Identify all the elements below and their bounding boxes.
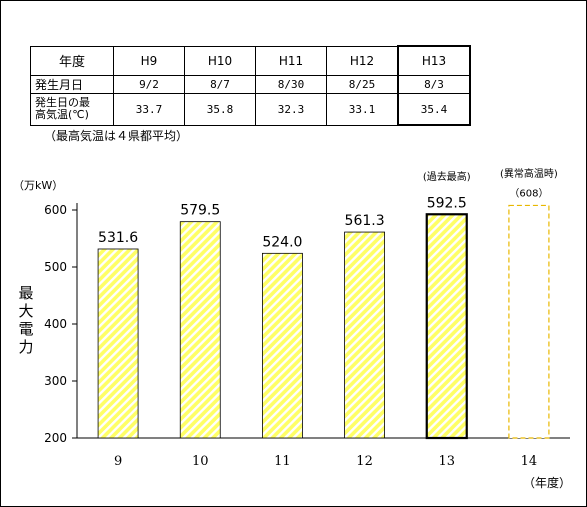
bar: [97, 248, 139, 439]
y-axis-label-char: 力: [18, 338, 33, 356]
annotation-heat: (異常高温時): [500, 167, 558, 180]
x-tick-label: 10: [192, 454, 209, 469]
annotation-record: (過去最高): [423, 170, 471, 183]
y-axis-label-char: 大: [18, 302, 33, 320]
table-row2-label: 発生日の最 高気温(℃): [30, 93, 114, 126]
x-tick-label: 12: [356, 454, 373, 469]
data-label: 531.6: [98, 230, 138, 246]
bar: [262, 252, 303, 439]
table-row2-label-line2: 高気温(℃): [35, 108, 89, 122]
y-unit-label: （万kW）: [13, 179, 63, 192]
table-cell-date-h13: 8/3: [397, 75, 471, 94]
data-table: 年度 H9 H10 H11 H12 H13 発生月日 9/2 8/7 8/30 …: [30, 45, 471, 126]
bar: [508, 204, 550, 439]
bar: [344, 231, 385, 439]
data-label: 524.0: [262, 234, 302, 250]
table-cell-temp-h13: 35.4: [397, 93, 471, 126]
y-tick-label: 400: [44, 317, 67, 331]
bar: [425, 213, 468, 440]
table-cell-temp-h12: 33.1: [326, 93, 399, 126]
y-axis-label-char: 電: [18, 320, 33, 338]
y-tick-label: 500: [44, 260, 67, 274]
data-label: 579.5: [180, 203, 220, 219]
table-col-h13: H13: [397, 45, 471, 76]
table-note: （最高気温は４県都平均）: [44, 129, 189, 143]
table-row2-label-line1: 発生日の最: [35, 96, 90, 110]
y-tick-label: 200: [44, 431, 67, 445]
table-cell-temp-h11: 32.3: [255, 93, 327, 126]
table-cell-date-h9: 9/2: [113, 75, 185, 94]
x-tick-label: 11: [274, 454, 291, 469]
x-axis-title: （年度）: [523, 475, 571, 490]
data-label: 592.5: [427, 195, 467, 211]
table-cell-temp-h10: 35.8: [184, 93, 256, 126]
y-tick-label: 300: [44, 374, 67, 388]
x-tick-label: 9: [114, 454, 122, 469]
table-cell-date-h12: 8/25: [326, 75, 399, 94]
data-label: （608）: [509, 187, 548, 199]
y-tick-label: 600: [44, 203, 67, 217]
data-label: 561.3: [345, 213, 385, 229]
table-col-h9: H9: [113, 45, 185, 76]
bar: [179, 221, 221, 439]
table-cell-date-h10: 8/7: [184, 75, 256, 94]
y-axis-label-char: 最: [18, 284, 33, 302]
x-tick-label: 14: [521, 454, 538, 469]
table-cell-temp-h9: 33.7: [113, 93, 185, 126]
table-cell-date-h11: 8/30: [255, 75, 327, 94]
x-tick-label: 13: [438, 454, 455, 469]
